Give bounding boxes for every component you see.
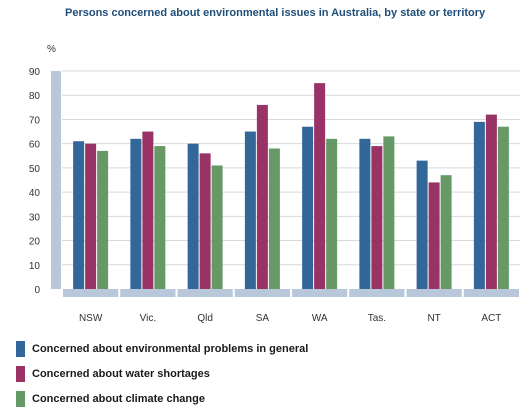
x-tick-label-vic: Vic. [140, 313, 157, 324]
bar-nt-2 [440, 175, 452, 289]
legend-label-climate: Concerned about climate change [32, 392, 205, 405]
y-tick-label-0: 0 [34, 285, 40, 296]
bar-tas-0 [359, 138, 371, 289]
x-axis-band-5 [349, 289, 405, 297]
bar-qld-1 [199, 153, 211, 289]
y-axis-band [51, 71, 61, 289]
x-tick-label-nsw: NSW [79, 313, 103, 324]
bar-wa-1 [314, 83, 326, 289]
legend-label-water: Concerned about water shortages [32, 367, 210, 380]
x-tick-label-qld: Qld [197, 313, 213, 324]
bar-vic-2 [154, 146, 166, 289]
x-axis-band-3 [234, 289, 290, 297]
bar-sa-2 [268, 148, 280, 289]
bar-act-1 [485, 114, 497, 289]
bar-wa-0 [302, 126, 314, 289]
x-axis-band-4 [292, 289, 348, 297]
y-tick-label-20: 20 [29, 237, 41, 248]
x-tick-label-nt: NT [427, 313, 440, 324]
x-tick-label-tas: Tas. [368, 313, 386, 324]
x-axis-band-1 [120, 289, 176, 297]
bar-vic-1 [142, 131, 154, 289]
x-tick-label-sa: SA [256, 313, 270, 324]
bar-act-0 [473, 121, 485, 289]
bar-wa-2 [326, 138, 338, 289]
y-tick-label-70: 70 [29, 115, 41, 126]
legend-swatch-water [16, 365, 25, 382]
x-axis-band-0 [63, 289, 119, 297]
x-tick-label-act: ACT [481, 313, 501, 324]
y-tick-label-50: 50 [29, 164, 41, 175]
legend-swatch-environmental [16, 340, 25, 357]
x-tick-label-wa: WA [312, 313, 328, 324]
y-tick-label-90: 90 [29, 67, 41, 78]
bar-nt-0 [416, 160, 428, 289]
y-tick-label-60: 60 [29, 140, 41, 151]
legend-label-environmental: Concerned about environmental problems i… [32, 342, 309, 355]
bar-act-2 [497, 126, 509, 289]
bar-vic-0 [130, 138, 142, 289]
bar-sa-0 [244, 131, 256, 289]
y-axis-label: % [47, 44, 56, 55]
legend: Concerned about environmental problems i… [16, 336, 308, 411]
bar-nt-1 [428, 182, 440, 289]
y-tick-label-40: 40 [29, 188, 41, 199]
legend-swatch-climate [16, 390, 25, 407]
legend-item-environmental: Concerned about environmental problems i… [16, 336, 308, 361]
bar-sa-1 [256, 104, 268, 290]
legend-item-climate: Concerned about climate change [16, 386, 308, 411]
bar-nsw-2 [97, 150, 109, 289]
y-tick-label-80: 80 [29, 91, 41, 102]
y-tick-label-30: 30 [29, 212, 41, 223]
legend-item-water: Concerned about water shortages [16, 361, 308, 386]
bar-qld-2 [211, 165, 223, 289]
bar-qld-0 [187, 143, 199, 289]
x-axis-band-6 [406, 289, 462, 297]
chart-title: Persons concerned about environmental is… [65, 7, 486, 19]
bar-nsw-1 [85, 143, 97, 289]
x-axis-band-2 [177, 289, 233, 297]
x-axis-band-7 [463, 289, 519, 297]
bar-nsw-0 [73, 141, 85, 289]
bar-tas-1 [371, 146, 383, 289]
bar-tas-2 [383, 136, 395, 289]
y-tick-label-10: 10 [29, 261, 41, 272]
bar-chart: % 0 10 20 30 40 50 60 70 80 90 NSW Vic. Qld SA WA Tas. N… [29, 44, 520, 324]
